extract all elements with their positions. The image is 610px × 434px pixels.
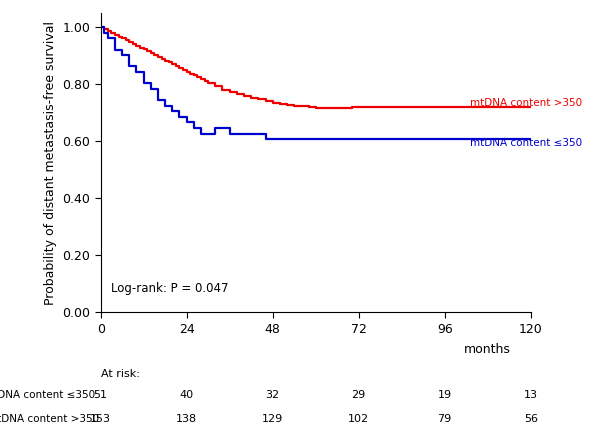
Text: 138: 138: [176, 414, 197, 424]
Text: 13: 13: [524, 390, 537, 400]
Text: mtDNA content ≤350:: mtDNA content ≤350:: [0, 390, 99, 400]
Text: 79: 79: [437, 414, 452, 424]
Text: 32: 32: [265, 390, 280, 400]
Text: At risk:: At risk:: [101, 369, 140, 379]
Text: 129: 129: [262, 414, 283, 424]
Y-axis label: Probability of distant metastasis-free survival: Probability of distant metastasis-free s…: [44, 21, 57, 305]
Text: 102: 102: [348, 414, 369, 424]
Text: Log-rank: P = 0.047: Log-rank: P = 0.047: [112, 283, 229, 296]
Text: 56: 56: [524, 414, 537, 424]
Text: mtDNA content >350: mtDNA content >350: [470, 98, 582, 108]
Text: 29: 29: [351, 390, 366, 400]
Text: 153: 153: [90, 414, 111, 424]
Text: mtDNA content ≤350: mtDNA content ≤350: [470, 138, 582, 148]
Text: mtDNA content >350: mtDNA content >350: [0, 414, 99, 424]
Text: 40: 40: [179, 390, 194, 400]
Text: 51: 51: [94, 390, 107, 400]
Text: 19: 19: [437, 390, 452, 400]
Text: months: months: [464, 343, 511, 356]
